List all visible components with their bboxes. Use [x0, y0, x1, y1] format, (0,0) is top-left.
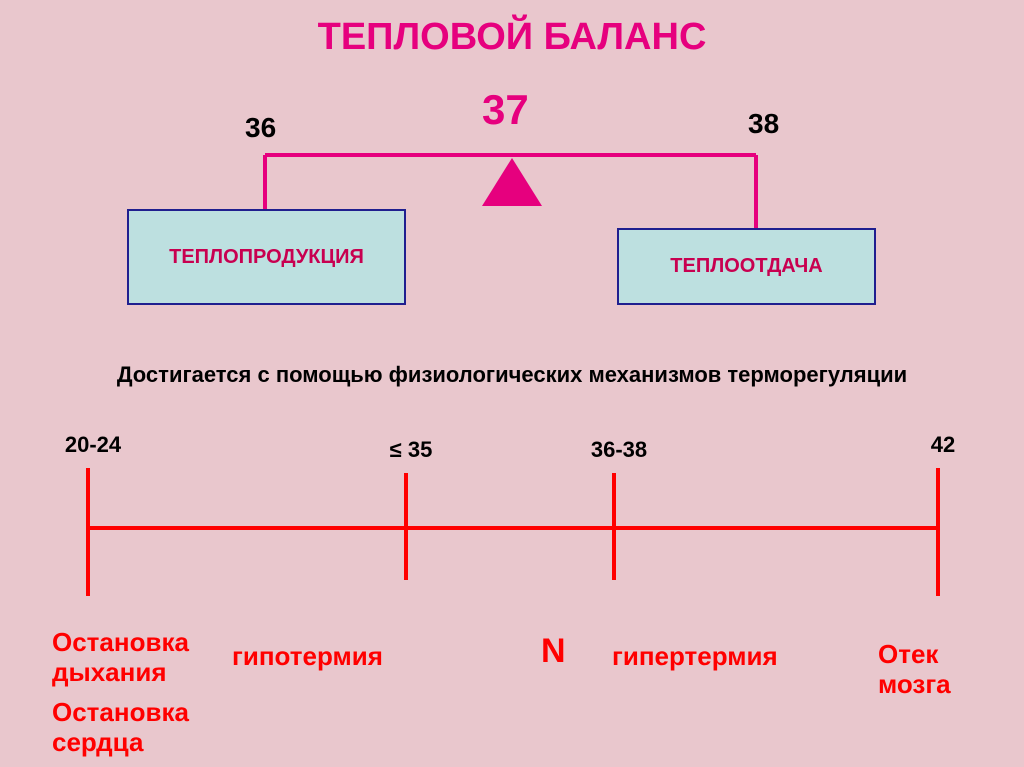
- heat-loss-box: ТЕПЛООТДАЧА: [617, 228, 876, 305]
- scale-tick-label: 36-38: [574, 437, 664, 463]
- scale-tick-label: 20-24: [48, 432, 138, 458]
- scale-bottom-label: Отекмозга: [878, 640, 1024, 700]
- scale-bottom-label: Остановкасердца: [52, 698, 212, 758]
- subtitle: Достигается с помощью физиологических ме…: [0, 362, 1024, 388]
- fulcrum-triangle-icon: [482, 158, 542, 206]
- page-title: ТЕПЛОВОЙ БАЛАНС: [0, 16, 1024, 59]
- scale-bottom-label: гипотермия: [232, 642, 383, 672]
- scale-bottom-label: Остановкадыхания: [52, 628, 212, 688]
- balance-left-value: 36: [245, 112, 276, 144]
- balance-center-value: 37: [482, 86, 529, 134]
- scale-n-marker: N: [541, 632, 566, 671]
- scale-bottom-label: гипертермия: [612, 642, 778, 672]
- heat-production-box: ТЕПЛОПРОДУКЦИЯ: [127, 209, 406, 305]
- scale-tick-label: 42: [898, 432, 988, 458]
- balance-right-value: 38: [748, 108, 779, 140]
- scale-tick-label: ≤ 35: [366, 437, 456, 463]
